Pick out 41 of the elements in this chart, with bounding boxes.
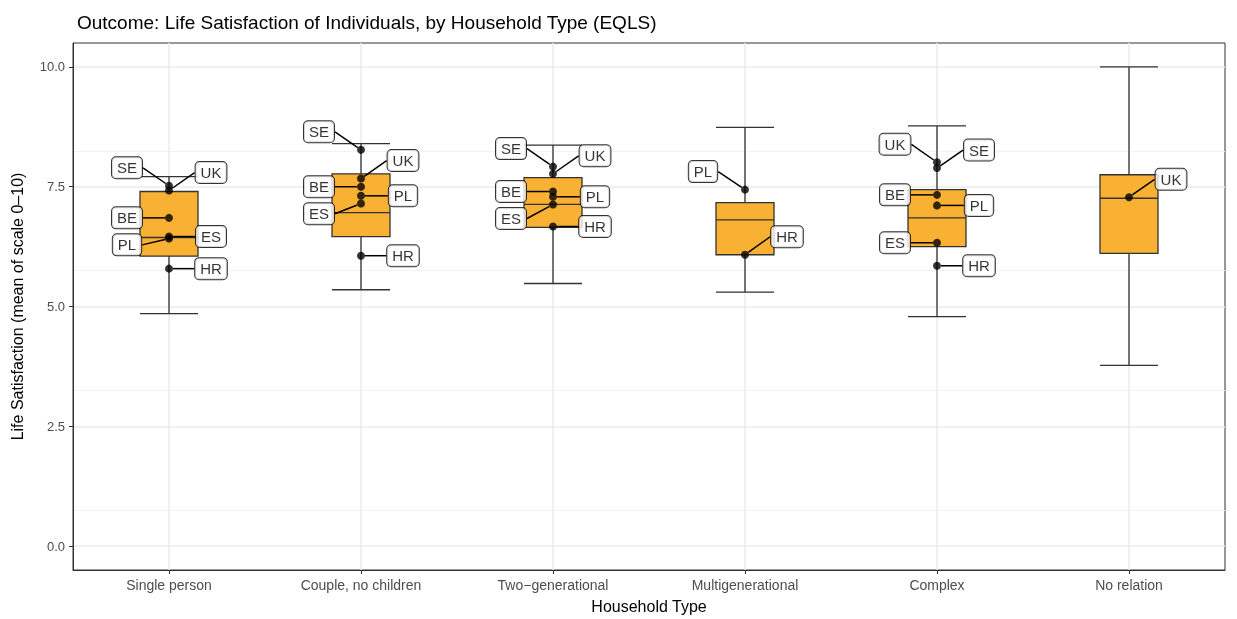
annotation: HR — [968, 257, 990, 275]
y-tick-label: 0.0 — [46, 538, 65, 554]
annotation: UK — [1160, 170, 1182, 188]
x-tick-label: Two−generational — [497, 577, 609, 593]
annotation: SE — [968, 141, 990, 159]
annotation: HR — [776, 228, 798, 246]
annotation: BE — [884, 186, 906, 204]
chart-title: Outcome: Life Satisfaction of Individuals, by Household Type (EQLS) — [77, 12, 657, 33]
annotation: PL — [969, 196, 989, 214]
annotation: ES — [500, 210, 522, 228]
annotation: UK — [884, 135, 906, 153]
annotation: ES — [308, 205, 330, 223]
annotation: SE — [116, 159, 138, 177]
x-tick-label: Single person — [126, 577, 212, 593]
y-tick-label: 10.0 — [39, 59, 65, 75]
y-tick-label: 5.0 — [46, 299, 65, 314]
x-axis-title: Household Type — [591, 597, 707, 615]
annotation: PL — [585, 188, 605, 206]
x-tick-label: Complex — [909, 577, 965, 593]
annotation: HR — [200, 260, 222, 278]
annotation: SE — [500, 140, 522, 158]
annotation: ES — [200, 228, 222, 246]
y-tick-label: 7.5 — [46, 179, 65, 195]
annotation: SE — [308, 123, 330, 141]
y-axis-title: Life Satisfaction (mean of scale 0–10) — [8, 172, 26, 441]
annotation: BE — [500, 183, 522, 201]
annotation: BE — [308, 178, 330, 196]
annotation: BE — [116, 209, 138, 227]
x-tick-label: Couple, no children — [300, 577, 422, 593]
annotation: PL — [693, 163, 713, 181]
annotation: ES — [884, 234, 906, 252]
annotation: PL — [117, 236, 137, 254]
annotation: PL — [393, 187, 413, 205]
annotation: UK — [200, 164, 222, 182]
annotation: HR — [584, 217, 606, 235]
x-tick-label: No relation — [1095, 577, 1163, 593]
x-tick-label: Multigenerational — [691, 577, 799, 593]
annotation: HR — [392, 247, 414, 265]
annotation: UK — [392, 152, 414, 170]
annotation: UK — [584, 147, 606, 165]
y-tick-label: 2.5 — [46, 418, 65, 434]
